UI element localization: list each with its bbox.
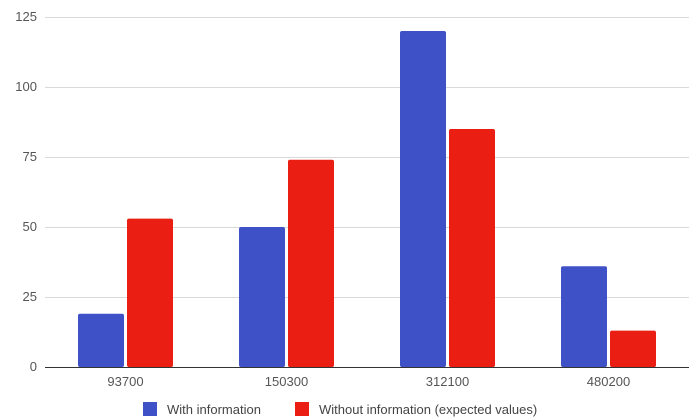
bar-with-information-480200: [561, 266, 607, 367]
y-tick-label: 50: [23, 219, 37, 234]
bar-with-information-312100: [400, 31, 446, 367]
x-tick-label: 312100: [426, 374, 469, 389]
legend: With information Without information (exp…: [143, 402, 537, 417]
bar-with-information-150300: [239, 227, 285, 367]
bar-without-information-312100: [449, 129, 495, 367]
x-tick-label: 150300: [265, 374, 308, 389]
y-axis-ticks: 0 25 50 75 100 125: [15, 9, 37, 374]
x-axis-ticks: 93700 150300 312100 480200: [107, 374, 630, 389]
x-tick-label: 480200: [587, 374, 630, 389]
legend-label: Without information (expected values): [319, 402, 537, 417]
legend-swatch: [143, 402, 157, 416]
legend-label: With information: [167, 402, 261, 417]
bar-without-information-480200: [610, 330, 656, 367]
y-tick-label: 25: [23, 289, 37, 304]
legend-swatch: [295, 402, 309, 416]
bar-with-information-93700: [78, 313, 124, 367]
x-tick-label: 93700: [107, 374, 143, 389]
y-tick-label: 125: [15, 9, 37, 24]
y-tick-label: 75: [23, 149, 37, 164]
y-tick-label: 100: [15, 79, 37, 94]
bar-without-information-150300: [288, 159, 334, 367]
bar-without-information-93700: [127, 218, 173, 367]
bars: [78, 31, 656, 367]
y-tick-label: 0: [30, 359, 37, 374]
